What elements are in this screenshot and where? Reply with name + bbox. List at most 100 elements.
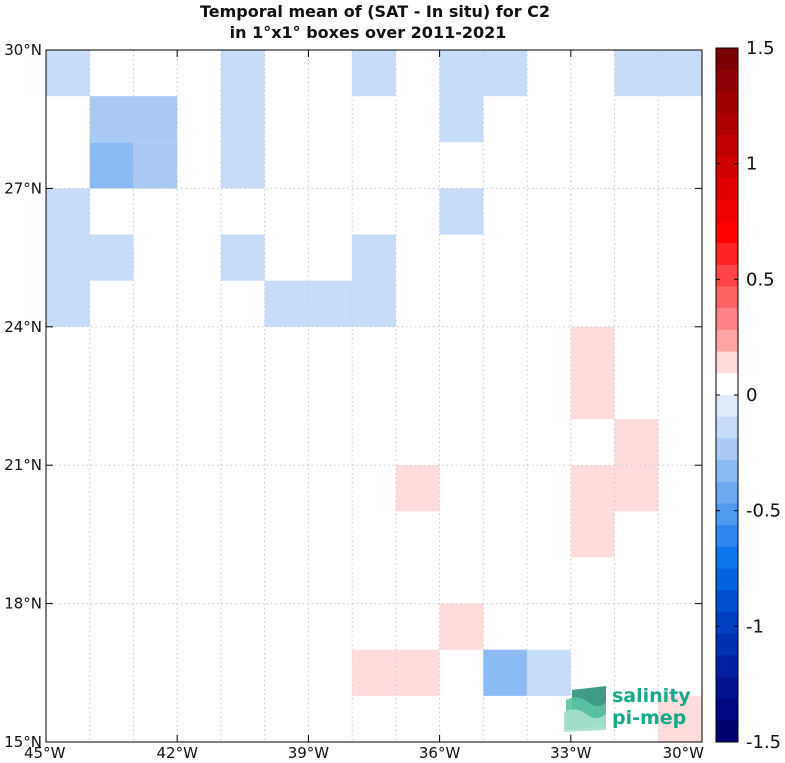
data-cell (658, 50, 702, 97)
data-cell (89, 142, 134, 189)
colorbar-segment (716, 48, 738, 71)
data-cell (614, 419, 659, 466)
data-cell (439, 603, 484, 650)
colorbar-ticks: 1.5 1 0.5 0 -0.5 -1 -1.5 (716, 38, 781, 753)
map-frame (45, 49, 703, 743)
y-tick-label: 21°N (4, 456, 42, 474)
colorbar-segment (716, 633, 738, 656)
y-tick-label: 24°N (4, 318, 42, 336)
colorbar-segment (716, 481, 738, 504)
y-tick-label: 27°N (4, 179, 42, 197)
colorbar-segment (716, 178, 738, 201)
data-cell (308, 280, 353, 327)
data-cell (352, 234, 396, 281)
data-cell (439, 50, 484, 97)
data-cell (46, 234, 90, 281)
colorbar-tick-label: -0.5 (746, 501, 781, 522)
data-cell (46, 50, 90, 97)
colorbar-segment (716, 199, 738, 222)
logo-wave-mark (564, 686, 606, 732)
latitude-ticks: 30°N 27°N 24°N 21°N 18°N 15°N (4, 41, 702, 751)
data-cell (89, 234, 134, 281)
colorbar: 1.5 1 0.5 0 -0.5 -1 -1.5 (715, 38, 781, 753)
colorbar-segment (716, 156, 738, 179)
data-cell (264, 280, 309, 327)
chart-title-line-2: in 1°x1° boxes over 2011-2021 (230, 23, 507, 42)
logo-text-pimep: pi-mep (612, 707, 686, 729)
colorbar-segment (716, 655, 738, 678)
logo-text-salinity: salinity (612, 685, 691, 707)
data-cell (133, 142, 178, 189)
data-cell (439, 188, 484, 235)
data-cell (352, 649, 396, 696)
colorbar-segment (716, 676, 738, 700)
colorbar-segment (716, 416, 738, 439)
data-cell (220, 96, 265, 143)
x-tick-label: 36°W (419, 744, 461, 762)
chart-title-line-1: Temporal mean of (SAT - In situ) for C2 (200, 2, 550, 21)
colorbar-tick-label: -1.5 (746, 732, 781, 753)
colorbar-segment (716, 91, 738, 114)
data-cell (46, 280, 90, 327)
data-cell (133, 96, 178, 143)
colorbar-segment (716, 134, 738, 157)
colorbar-tick-label: 0.5 (746, 269, 775, 290)
data-cell (220, 50, 265, 97)
y-tick-label: 15°N (4, 733, 42, 751)
data-cell (89, 96, 134, 143)
colorbar-tick-label: 0 (746, 385, 757, 406)
data-cells (46, 50, 702, 742)
salinity-pimep-logo: salinity pi-mep (564, 685, 691, 732)
data-cell (220, 234, 265, 281)
y-tick-label: 18°N (4, 595, 42, 613)
y-tick-label: 30°N (4, 41, 42, 59)
colorbar-tick-label: 1 (746, 154, 757, 175)
data-cell (614, 50, 659, 97)
colorbar-segment (716, 568, 738, 591)
logo-wave-layer (564, 709, 606, 732)
colorbar-segment (716, 373, 738, 396)
colorbar-segment (716, 720, 738, 743)
data-cell (570, 372, 615, 420)
data-cell (395, 465, 440, 512)
data-cell (570, 465, 615, 512)
colorbar-segment (716, 113, 738, 136)
map-plot-area: 45°W 42°W 39°W 36°W 33°W 30°W 30°N 27°N 24°N 21°… (4, 41, 704, 762)
colorbar-segment (716, 329, 738, 353)
data-cell (352, 50, 396, 97)
colorbar-segment (716, 243, 738, 266)
data-cell (483, 50, 528, 97)
data-cell (570, 326, 615, 373)
data-cell (614, 465, 659, 512)
colorbar-segment (716, 351, 738, 374)
map-grid (46, 50, 702, 742)
colorbar-segment (716, 503, 738, 526)
colorbar-segment (716, 264, 738, 288)
colorbar-segments (716, 48, 738, 743)
colorbar-segment (716, 590, 738, 613)
colorbar-segment (716, 698, 738, 721)
colorbar-segment (716, 69, 738, 92)
x-tick-label: 30°W (663, 744, 705, 762)
colorbar-segment (716, 438, 738, 461)
data-cell (658, 695, 702, 742)
colorbar-segment (716, 611, 738, 635)
colorbar-segment (716, 460, 738, 483)
data-cell (220, 142, 265, 189)
longitude-ticks: 45°W 42°W 39°W 36°W 33°W 30°W (24, 50, 704, 762)
colorbar-segment (716, 286, 738, 309)
colorbar-tick-label: 1.5 (746, 38, 775, 59)
x-tick-label: 42°W (156, 744, 198, 762)
colorbar-segment (716, 221, 738, 244)
data-cell (352, 280, 396, 327)
data-cell (439, 96, 484, 143)
x-tick-label: 39°W (288, 744, 330, 762)
data-cell (527, 649, 571, 696)
colorbar-segment (716, 546, 738, 569)
data-cell (570, 511, 615, 558)
colorbar-segment (716, 525, 738, 548)
x-tick-label: 45°W (24, 744, 66, 762)
data-cell (483, 649, 528, 696)
x-tick-label: 33°W (550, 744, 592, 762)
